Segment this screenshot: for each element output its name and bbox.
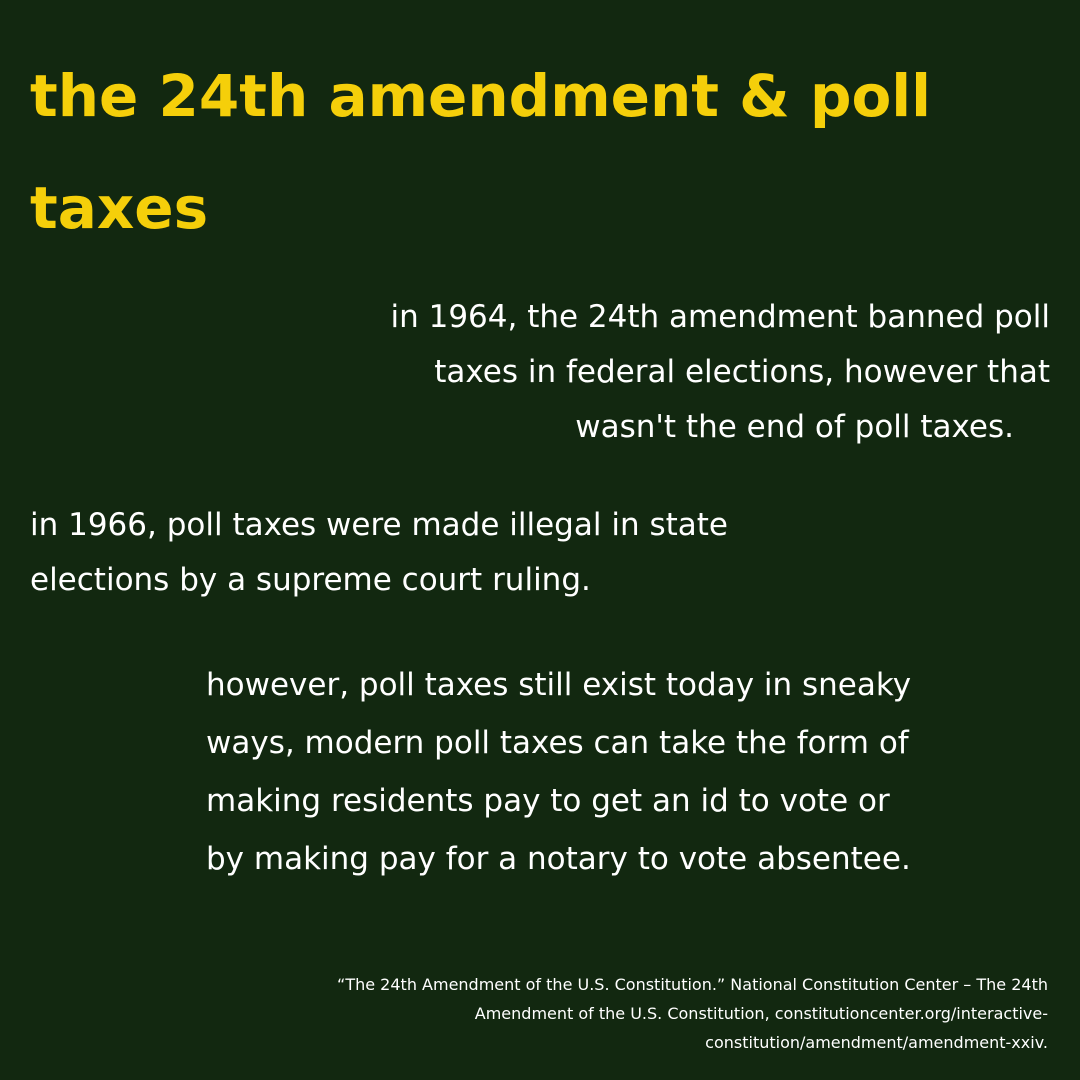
title-line-1: the 24th amendment & poll <box>30 62 932 130</box>
page-title: the 24th amendment & poll taxes <box>30 40 1040 264</box>
paragraph-modern-line-1: however, poll taxes still exist today in… <box>206 667 912 703</box>
citation-line-2: Amendment of the U.S. Constitution, cons… <box>474 1004 1048 1023</box>
paragraph-1964-line-1: in 1964, the 24th amendment banned poll <box>390 299 1050 335</box>
citation-line-3: constitution/amendment/amendment-xxiv. <box>705 1033 1048 1052</box>
paragraph-modern-line-4: by making pay for a notary to vote absen… <box>206 841 911 877</box>
paragraph-1964-line-2: taxes in federal elections, however that <box>434 354 1050 390</box>
paragraph-1966: in 1966, poll taxes were made illegal in… <box>30 498 870 608</box>
paragraph-modern-line-2: ways, modern poll taxes can take the for… <box>206 725 909 761</box>
paragraph-1966-line-2: elections by a supreme court ruling. <box>30 562 591 598</box>
citation-line-1: “The 24th Amendment of the U.S. Constitu… <box>337 975 1048 994</box>
paragraph-1966-line-1: in 1966, poll taxes were made illegal in… <box>30 507 728 543</box>
paragraph-modern-line-3: making residents pay to get an id to vot… <box>206 783 890 819</box>
paragraph-modern: however, poll taxes still exist today in… <box>206 656 1046 888</box>
paragraph-1964-line-3: wasn't the end of poll taxes. <box>575 409 1014 445</box>
title-line-2: taxes <box>30 174 209 242</box>
paragraph-1964: in 1964, the 24th amendment banned poll … <box>260 290 1050 455</box>
citation: “The 24th Amendment of the U.S. Constitu… <box>228 970 1048 1057</box>
